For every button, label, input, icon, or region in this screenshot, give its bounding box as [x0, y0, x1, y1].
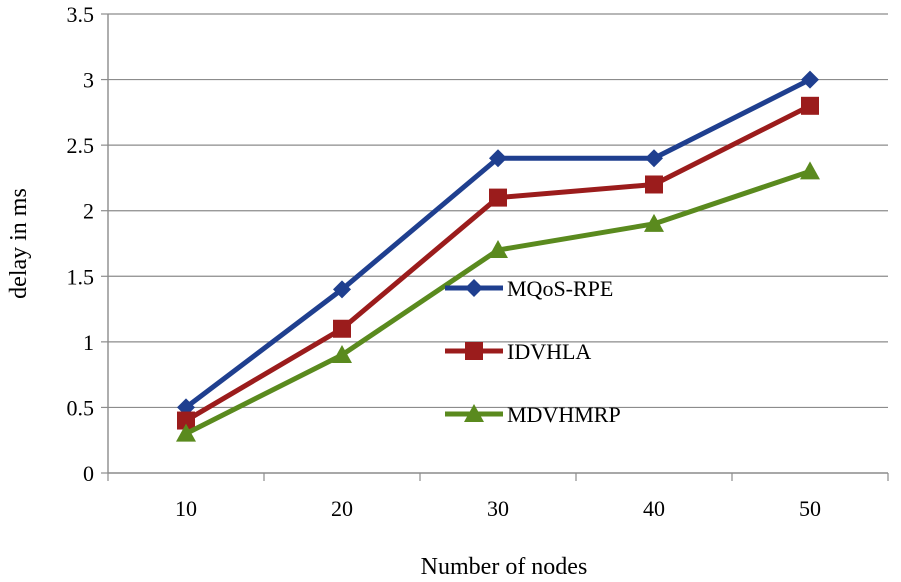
data-point	[488, 240, 508, 259]
series	[176, 70, 820, 442]
legend-marker	[465, 279, 483, 297]
x-axis-title: Number of nodes	[421, 554, 588, 580]
series-idvhla	[177, 96, 819, 430]
legend: MQoS-RPE IDVHLA MDVHMRP	[445, 276, 621, 427]
y-tick-label: 3	[83, 68, 94, 93]
x-tick-label: 50	[799, 496, 821, 521]
data-point	[332, 344, 352, 363]
data-point	[644, 213, 664, 232]
axes	[107, 14, 888, 474]
x-tick-label: 10	[175, 496, 197, 521]
x-tick-label: 30	[487, 496, 509, 521]
y-tick-label: 0.5	[67, 395, 95, 420]
legend-item-idvhla: IDVHLA	[445, 339, 591, 364]
data-point	[645, 149, 663, 168]
data-point	[176, 423, 196, 442]
y-tick-label: 3.5	[67, 2, 95, 27]
data-point	[333, 319, 351, 338]
legend-marker	[465, 342, 483, 360]
x-ticks: 10 20 30 40 50	[107, 473, 889, 521]
data-point	[333, 280, 351, 299]
y-ticks: 0 0.5 1 1.5 2 2.5 3 3.5	[67, 2, 108, 486]
data-point	[800, 161, 820, 180]
y-axis-title: delay in ms	[6, 188, 32, 299]
y-tick-label: 2.5	[67, 133, 95, 158]
x-tick-label: 20	[331, 496, 353, 521]
data-point	[801, 96, 819, 115]
y-tick-label: 2	[83, 199, 94, 224]
legend-item-mdvhmrp: MDVHMRP	[445, 402, 621, 427]
data-point	[489, 188, 507, 207]
y-tick-label: 0	[83, 461, 94, 486]
data-point	[489, 149, 507, 168]
grid	[108, 13, 888, 409]
legend-label: IDVHLA	[507, 339, 591, 364]
series-mqos-rpe	[177, 70, 819, 417]
data-point	[801, 70, 819, 89]
y-tick-label: 1.5	[67, 264, 95, 289]
legend-item-mqos-rpe: MQoS-RPE	[445, 276, 613, 301]
y-tick-label: 1	[83, 330, 94, 355]
legend-label: MQoS-RPE	[507, 276, 613, 301]
data-point	[645, 175, 663, 194]
data-point	[177, 411, 195, 430]
legend-label: MDVHMRP	[507, 402, 621, 427]
series-mdvhmrp	[176, 161, 820, 442]
legend-marker	[464, 404, 484, 422]
x-tick-label: 40	[643, 496, 665, 521]
